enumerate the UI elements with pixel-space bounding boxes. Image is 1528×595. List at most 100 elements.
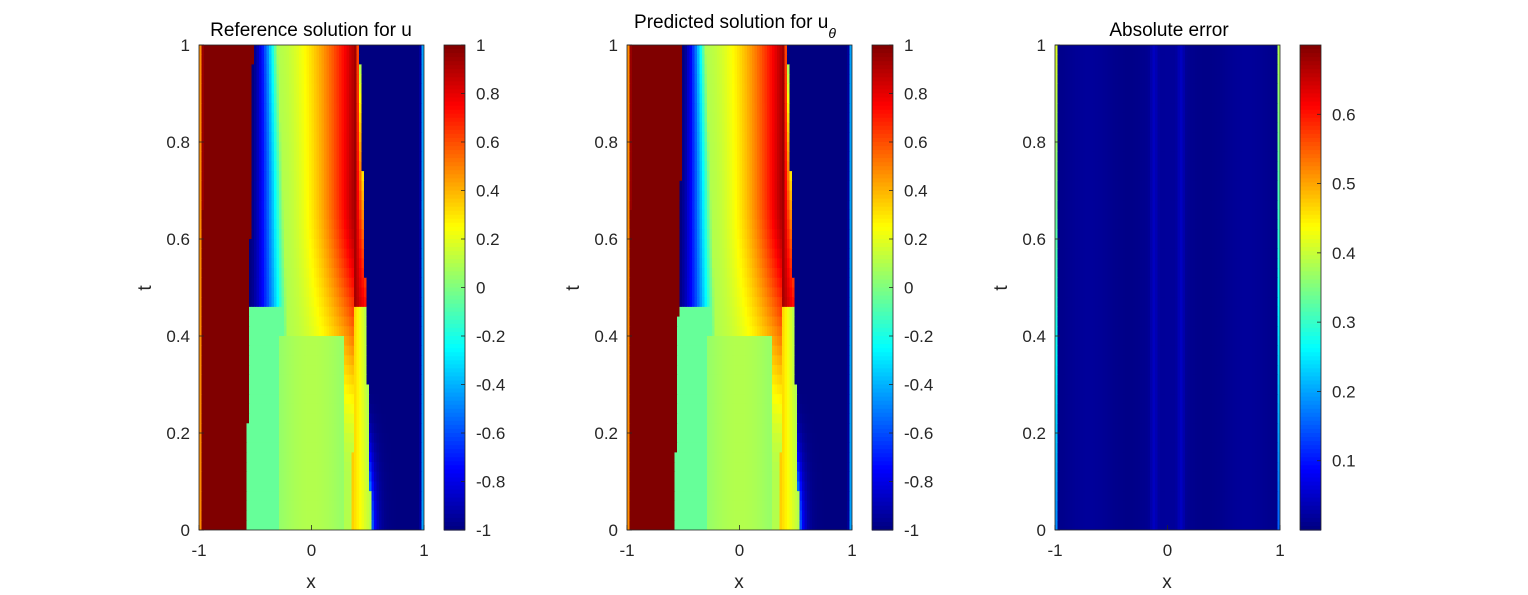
- heat-cell: [241, 374, 245, 386]
- heat-cell: [814, 45, 818, 56]
- heat-cell: [419, 219, 423, 230]
- heat-cell: [311, 442, 315, 453]
- heat-cell: [206, 471, 210, 483]
- heat-cell: [409, 190, 413, 201]
- heat-cell: [849, 64, 852, 75]
- heat-cell: [647, 64, 651, 75]
- colorbar-strip: [444, 299, 465, 305]
- heat-cell: [371, 433, 375, 444]
- heat-cell: [206, 403, 210, 415]
- heat-cell: [244, 316, 248, 327]
- heat-cell: [371, 442, 375, 453]
- heat-cell: [201, 491, 205, 502]
- heat-cell: [381, 520, 385, 530]
- heat-cell: [399, 442, 403, 453]
- heat-cell: [401, 510, 405, 521]
- heat-cell: [236, 365, 240, 376]
- heat-cell: [209, 180, 213, 192]
- heat-cell: [209, 142, 213, 153]
- heat-cell: [667, 64, 671, 75]
- heat-cell: [211, 491, 215, 502]
- heat-cell: [296, 74, 300, 85]
- heat-cell: [849, 54, 852, 65]
- heat-cell: [224, 54, 228, 65]
- heat-cell: [246, 54, 250, 65]
- heat-cell: [291, 336, 295, 347]
- heat-cell: [301, 229, 305, 240]
- heat-cell: [767, 45, 771, 56]
- heat-cell: [344, 151, 348, 162]
- colorbar-strip: [444, 117, 465, 123]
- heat-cell: [299, 510, 303, 521]
- heat-cell: [356, 54, 360, 65]
- heat-cell: [289, 161, 293, 172]
- heat-cell: [264, 171, 268, 182]
- colorbar-strip: [444, 97, 465, 103]
- heat-cell: [249, 452, 253, 463]
- heat-cell: [421, 103, 424, 114]
- heat-cell: [394, 258, 398, 269]
- heat-cell: [254, 239, 258, 250]
- heat-cell: [256, 151, 260, 162]
- heat-cell: [326, 45, 330, 56]
- heat-cell: [256, 277, 260, 289]
- heat-cell: [389, 510, 393, 521]
- heat-cell: [259, 190, 263, 201]
- heat-cell: [311, 336, 315, 347]
- heat-cell: [321, 112, 325, 124]
- heat-cell: [274, 258, 278, 269]
- heat-cell: [629, 64, 633, 75]
- heat-cell: [314, 132, 318, 143]
- heat-cell: [324, 200, 328, 211]
- heat-cell: [226, 374, 230, 386]
- heat-cell: [376, 112, 380, 124]
- heat-cell: [211, 132, 215, 143]
- heat-cell: [299, 345, 303, 356]
- heat-cell: [369, 413, 373, 424]
- heat-cell: [344, 374, 348, 386]
- heat-cell: [401, 384, 405, 395]
- colorbar-strip: [444, 182, 465, 188]
- heat-cell: [251, 161, 255, 172]
- heat-cell: [356, 510, 360, 521]
- heat-cell: [406, 180, 410, 192]
- heat-cell: [256, 209, 260, 221]
- heat-cell: [261, 219, 265, 230]
- heat-cell: [316, 326, 320, 337]
- heat-cell: [241, 462, 245, 473]
- heat-cell: [251, 384, 255, 395]
- heat-cell: [309, 306, 313, 318]
- heat-cell: [219, 268, 223, 279]
- heat-cell: [419, 209, 423, 221]
- heat-cell: [261, 180, 265, 192]
- heat-cell: [354, 112, 358, 124]
- heat-cell: [369, 326, 373, 337]
- heat-cell: [316, 93, 320, 104]
- heat-cell: [321, 384, 325, 395]
- heat-cell: [241, 180, 245, 192]
- heat-cell: [281, 229, 285, 240]
- heat-cell: [224, 500, 228, 512]
- heat-cell: [306, 239, 310, 250]
- heat-cell: [296, 248, 300, 259]
- heat-cell: [231, 384, 235, 395]
- heat-cell: [221, 219, 225, 230]
- heat-cell: [201, 374, 205, 386]
- heat-cell: [269, 297, 273, 308]
- heat-cell: [264, 229, 268, 240]
- heat-cell: [256, 229, 260, 240]
- heat-cell: [361, 287, 365, 298]
- heat-cell: [284, 413, 288, 424]
- heat-cell: [294, 64, 298, 75]
- heat-cell: [346, 471, 350, 483]
- heat-cell: [674, 74, 678, 85]
- heat-cell: [384, 394, 388, 405]
- heat-cell: [331, 394, 335, 405]
- heat-cell: [354, 151, 358, 162]
- heat-cell: [254, 200, 258, 211]
- heat-cell: [371, 462, 375, 473]
- heat-cell: [381, 452, 385, 463]
- heat-cell: [404, 112, 408, 124]
- heat-cell: [314, 520, 318, 530]
- heat-cell: [326, 93, 330, 104]
